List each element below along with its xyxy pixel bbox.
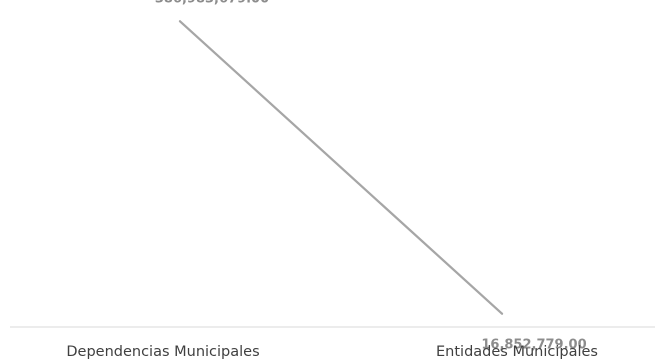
data-label: 386,983,679.00 xyxy=(155,0,269,6)
data-label-layer: 386,983,679.00 16,852,779.00 xyxy=(155,0,587,353)
series-layer xyxy=(178,20,504,315)
series-line xyxy=(178,20,504,315)
data-point xyxy=(501,312,503,315)
data-label: 16,852,779.00 xyxy=(481,338,586,353)
x-tick-labels: Dependencias Municipales Entidades Munici… xyxy=(66,344,598,360)
data-point xyxy=(179,20,181,23)
x-tick-label: Entidades Municipales xyxy=(436,344,598,360)
x-tick-label: Dependencias Municipales xyxy=(66,344,259,360)
